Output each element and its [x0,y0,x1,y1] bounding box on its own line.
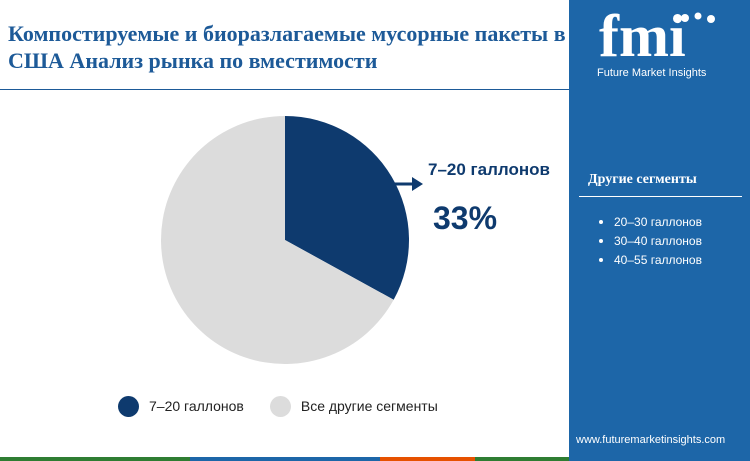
legend-label: Все другие сегменты [300,398,438,414]
legend-label: 7–20 галлонов [149,398,244,414]
bottom-color-bar [0,457,569,461]
legend-item: 7–20 галлонов [118,395,244,417]
callout-arrow-icon [394,177,423,191]
chart-title: Компостируемые и биоразлагаемые мусорные… [8,21,566,73]
callout-value: 33% [433,200,498,236]
website-link[interactable]: www.futuremarketinsights.com [576,434,726,446]
fmi-logo: fmi [599,8,715,60]
bottom-bar-segment [190,457,380,461]
pie-slice-0 [285,116,409,300]
segment-item: 30–40 галлонов [599,234,702,253]
other-segments-title: Другие сегменты [588,172,697,187]
segment-item: 40–55 галлонов [599,253,702,272]
logo-text: fmi [599,8,686,60]
segments-divider [579,196,742,197]
segment-item: 20–30 галлонов [599,215,702,234]
legend-swatch-1 [269,395,291,417]
sidebar: fmi Future Market Insights Другие сегмен… [569,0,750,461]
legend-item: Все другие сегменты [269,395,438,417]
bottom-bar-segment [0,457,190,461]
title-divider [0,89,569,90]
legend-swatch-0 [118,395,139,417]
logo-subtitle: Future Market Insights [597,67,707,79]
legend: 7–20 галлонов Все другие сегменты [118,394,464,418]
pie-chart [160,116,409,364]
callout-label: 7–20 галлонов [428,160,550,179]
segments-list: 20–30 галлонов 30–40 галлонов 40–55 галл… [599,215,702,272]
bottom-bar-segment [475,457,569,461]
pie-slice-1 [160,116,394,364]
bottom-bar-segment [380,457,475,461]
